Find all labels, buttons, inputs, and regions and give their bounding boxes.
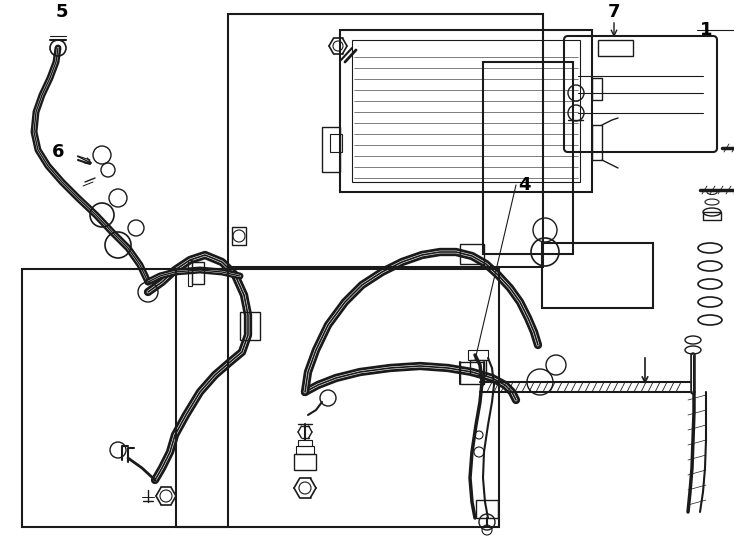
Bar bbox=[22, 269, 228, 526]
Bar bbox=[598, 40, 633, 56]
Bar bbox=[296, 446, 314, 454]
Bar bbox=[294, 454, 316, 470]
Bar bbox=[330, 134, 342, 152]
Bar bbox=[188, 260, 192, 286]
Bar bbox=[703, 212, 721, 220]
Text: 5: 5 bbox=[56, 3, 68, 21]
Bar bbox=[468, 350, 488, 360]
Text: 7: 7 bbox=[608, 3, 620, 21]
Bar bbox=[460, 244, 484, 264]
Bar bbox=[228, 14, 543, 267]
Bar bbox=[470, 360, 486, 375]
Bar bbox=[240, 312, 260, 340]
Bar bbox=[542, 243, 653, 308]
Bar bbox=[192, 262, 204, 284]
Text: 6: 6 bbox=[52, 143, 65, 161]
Bar bbox=[322, 127, 340, 172]
Bar bbox=[592, 78, 602, 100]
Text: 4: 4 bbox=[518, 176, 531, 194]
Bar bbox=[592, 125, 602, 160]
Bar bbox=[232, 227, 246, 245]
Bar bbox=[352, 40, 580, 182]
Text: 1: 1 bbox=[700, 21, 713, 39]
Bar bbox=[298, 440, 312, 446]
Bar bbox=[483, 62, 573, 254]
Bar bbox=[460, 362, 484, 384]
Bar bbox=[176, 269, 499, 526]
Bar bbox=[340, 30, 592, 192]
Bar bbox=[476, 500, 498, 518]
